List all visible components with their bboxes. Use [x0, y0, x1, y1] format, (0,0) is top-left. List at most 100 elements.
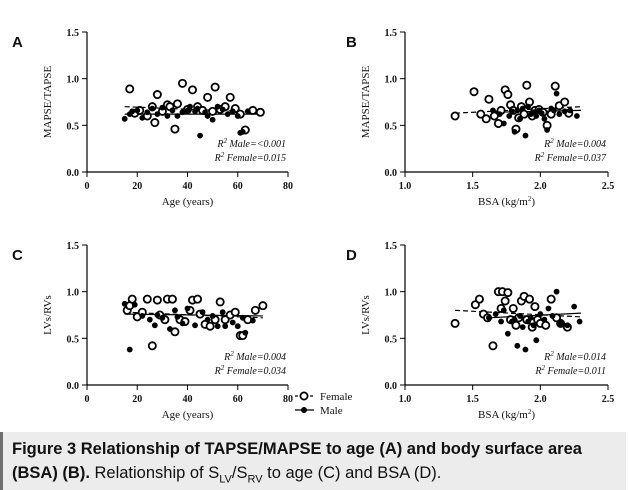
panel-d-r2-male: R2 Male=0.014	[543, 350, 606, 363]
panel-a-r2-female: R2 Female=0.015	[214, 151, 286, 164]
panel-d-female-point	[450, 318, 460, 328]
panel-c-male-point	[222, 323, 229, 330]
panel-a-x-tick-label: 20	[132, 181, 142, 192]
panel-c-female-point	[258, 301, 268, 311]
legend-male-marker	[301, 407, 307, 413]
panel-a-male-point	[194, 105, 201, 112]
panel-c-male-point	[239, 314, 246, 321]
panel-c-male-fit-line	[124, 313, 263, 317]
panel-c-male-point	[139, 313, 146, 319]
panel-a-male-point	[229, 108, 236, 115]
panel-a-male-point	[197, 132, 203, 139]
panel-d-male-point	[500, 307, 507, 314]
panel-d-male-point	[522, 346, 529, 353]
panel-c-y-tick-label: 1.5	[67, 241, 80, 252]
panel-d-female-point	[530, 302, 540, 312]
panel-d-y-tick-label: 0.5	[385, 334, 398, 345]
panel-b-female-point	[484, 94, 494, 104]
legend-female-marker	[299, 391, 309, 401]
panel-d-female-point	[541, 320, 551, 330]
panel-d-male-point	[486, 314, 492, 321]
panel-c-male-point	[151, 322, 158, 329]
caption-part-1: Relationship of S	[89, 464, 220, 482]
panel-c-male-point	[219, 309, 226, 316]
panel-c-male-point	[234, 323, 241, 330]
legend-female-label: Female	[320, 391, 352, 403]
panel-a-female-point	[208, 106, 218, 116]
panel-c-male-point	[174, 313, 181, 320]
panel-b-male-point	[550, 107, 557, 114]
panel-c-male-point	[179, 320, 186, 327]
panel-c-female-point	[127, 294, 137, 304]
panel-a-female-point	[203, 92, 213, 102]
panel-b-x-tick-label: 1.0	[399, 181, 412, 192]
panel-c-x-label: Age (years)	[162, 409, 214, 421]
panel-c-r2-female: R2 Female=0.034	[214, 364, 286, 377]
panel-b-x-tick-label: 2.5	[602, 181, 615, 192]
panel-a-female-point	[150, 118, 160, 128]
panel-a-male-point	[224, 111, 231, 118]
panel-a-letter: A	[12, 34, 23, 51]
panel-a-male-point	[149, 105, 156, 112]
panel-b-male-point	[490, 107, 496, 114]
panel-a-male-point	[244, 108, 251, 115]
panel-c-male-point	[159, 314, 166, 321]
panel-d-female-point	[500, 296, 510, 306]
panel-a-male-point	[234, 113, 241, 119]
panel-c-y-label: LVs/RVs	[42, 295, 54, 335]
panel-b-y-label: MAPSE/TAPSE	[360, 65, 372, 138]
panel-a-male-point	[164, 113, 171, 119]
panel-b-male-point	[500, 120, 507, 127]
panel-a-female-point	[188, 85, 198, 95]
legend-male-label: Male	[320, 405, 343, 417]
panel-b-male-point	[511, 128, 518, 135]
panel-a-male-point	[179, 109, 186, 116]
panel-c-x-tick-label: 40	[183, 394, 193, 405]
panel-d-y-tick-label: 1.0	[385, 288, 398, 299]
panel-d-x-tick-label: 1.0	[399, 394, 412, 405]
panel-a-female-point	[177, 78, 187, 88]
panel-b-x-label: BSA (kg/m2)	[478, 195, 535, 208]
panel-a-female-point	[170, 124, 180, 134]
panel-c-male-point	[184, 305, 191, 312]
panel-b-male-point	[538, 110, 545, 117]
panel-a-male-point	[204, 113, 211, 119]
panel-c-female-point	[142, 294, 152, 304]
panel-a-y-tick-label: 1.5	[67, 28, 80, 39]
panel-d-x-tick-label: 2.5	[602, 394, 615, 405]
panel-c-male-point	[172, 307, 178, 314]
panel-d-male-point	[514, 342, 521, 349]
panel-d-y-label: LVs/RVs	[360, 295, 372, 335]
panel-c-female-point	[152, 295, 162, 305]
panel-a-male-point	[187, 103, 193, 110]
panel-b-y-tick-label: 1.0	[385, 75, 398, 86]
panel-c-female-point	[193, 294, 203, 304]
panel-a-male-point	[219, 106, 226, 113]
panel-b-letter: B	[346, 34, 357, 51]
panel-b-female-point	[476, 109, 486, 119]
caption-part-3: to age (C) and BSA (D).	[262, 464, 442, 482]
panel-d-y-tick-label: 1.5	[385, 241, 398, 252]
panel-d-female-point	[508, 303, 518, 313]
panel-a-female-point	[172, 99, 182, 109]
panel-a-male-point	[134, 107, 141, 114]
panel-d-female-point	[503, 288, 513, 298]
panel-a-female-point	[255, 107, 265, 117]
panel-c-male-point	[131, 301, 138, 308]
panel-c-r2-male: R2 Male=0.004	[223, 350, 286, 363]
panel-c-female-point	[205, 321, 215, 331]
panel-a-male-point	[169, 107, 176, 114]
panel-b-female-point	[550, 81, 560, 91]
panel-b-female-point	[481, 114, 491, 124]
panel-c-y-tick-label: 1.0	[67, 288, 80, 299]
panel-d-male-point	[492, 311, 499, 317]
panel-c-x-tick-label: 0	[85, 394, 90, 405]
panel-b-y-tick-label: 1.5	[385, 28, 398, 39]
panel-a-male-point	[129, 108, 136, 115]
panel-c-male-point	[204, 316, 211, 323]
figure-3-panels: A 0.0 0.5 1.0 1.5 0 20 40 60 80 MAPSE/TAPSE Age (ye…	[12, 28, 615, 421]
panel-a-male-point	[209, 116, 216, 123]
panel-c-female-point	[250, 305, 260, 315]
panel-a-male-point	[139, 114, 146, 121]
panel-c-male-point	[126, 346, 133, 353]
